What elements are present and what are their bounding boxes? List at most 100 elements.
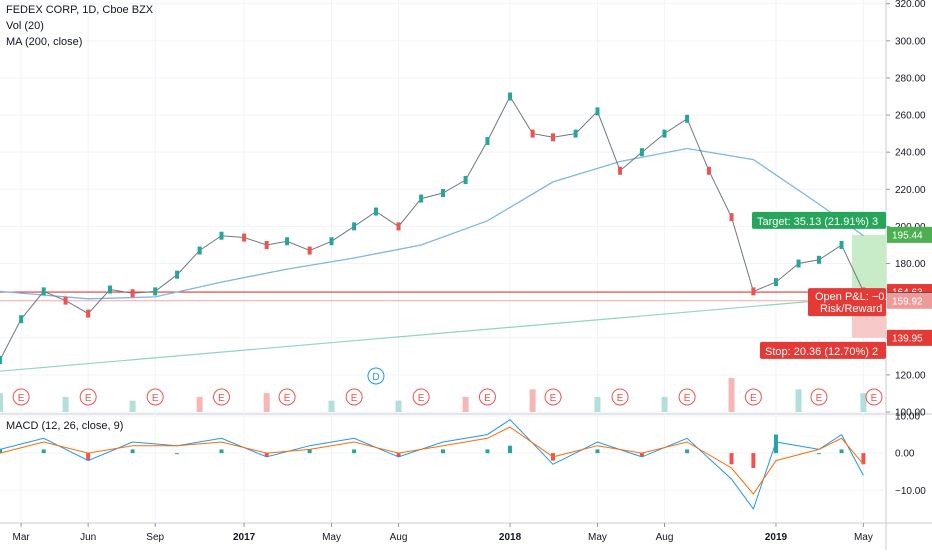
earnings-marker[interactable]: E (678, 388, 696, 406)
earnings-marker[interactable]: E (12, 388, 30, 406)
ma-200-line[interactable] (0, 147, 864, 300)
earnings-marker[interactable]: E (278, 388, 296, 406)
price-candle[interactable] (86, 309, 91, 318)
earnings-marker[interactable]: E (412, 388, 430, 406)
price-tick-label: 100.00 (895, 408, 926, 419)
earnings-circle (478, 388, 496, 406)
price-candle[interactable] (242, 233, 247, 242)
price-tick-label: 320.00 (895, 0, 926, 10)
price-candle[interactable] (373, 207, 378, 216)
position-tool[interactable]: Target: 35.13 (21.91%) 3 Open P&L: −0.Ris… (752, 211, 932, 359)
price-candle[interactable] (329, 237, 334, 246)
price-candle[interactable] (219, 231, 224, 240)
earnings-circle (213, 388, 230, 406)
price-candle[interactable] (773, 278, 778, 287)
earnings-label: E (85, 393, 92, 404)
earnings-marker[interactable]: E (810, 388, 828, 406)
price-candle[interactable] (816, 255, 821, 264)
price-candle[interactable] (508, 92, 513, 101)
macd-histogram-bar (130, 449, 135, 454)
price-candle[interactable] (729, 213, 734, 222)
time-tick-label: May (588, 532, 607, 543)
price-candle[interactable] (463, 176, 468, 185)
stop-label[interactable]: Stop: 20.36 (12.70%) 2 (760, 341, 886, 359)
earnings-marker[interactable]: E (544, 388, 562, 406)
price-candle[interactable] (595, 107, 600, 116)
ma-legend[interactable]: MA (200, close) (6, 36, 83, 48)
earnings-marker[interactable]: E (478, 388, 496, 406)
earnings-circle (79, 388, 97, 406)
price-candle[interactable] (197, 246, 202, 255)
price-tick-label: 220.00 (895, 185, 926, 196)
price-candle[interactable] (441, 189, 445, 198)
target-label[interactable]: Target: 35.13 (21.91%) 3 (752, 211, 886, 229)
price-candle[interactable] (839, 240, 844, 249)
time-tick-label: Jun (80, 532, 96, 543)
event-markers[interactable]: E E E E E E E E E E E E E E D (12, 367, 883, 406)
earnings-marker[interactable]: E (79, 388, 97, 406)
price-candle[interactable] (0, 356, 2, 365)
time-tick-label: Sep (146, 532, 164, 543)
price-candle[interactable] (63, 296, 68, 305)
price-candle[interactable] (352, 222, 357, 231)
price-candle[interactable] (285, 237, 290, 246)
price-candle[interactable] (419, 194, 424, 203)
trendline[interactable] (0, 296, 864, 372)
price-candle[interactable] (751, 287, 756, 296)
earnings-marker[interactable]: E (611, 388, 629, 406)
price-pane[interactable] (0, 92, 886, 372)
macd-histogram-bar (307, 449, 312, 454)
signal-line[interactable] (0, 426, 864, 495)
price-candle[interactable] (41, 287, 46, 296)
volume-bar (462, 396, 469, 412)
price-line[interactable] (0, 95, 864, 361)
macd-histogram-bar (396, 453, 401, 457)
earnings-marker[interactable]: E (744, 388, 762, 406)
price-candle[interactable] (618, 166, 623, 175)
price-tick-label: 280.00 (895, 73, 926, 84)
dividend-circle (367, 367, 385, 385)
earnings-circle (412, 388, 430, 406)
earnings-label: E (816, 393, 823, 404)
earnings-circle (678, 388, 696, 406)
price-candle[interactable] (551, 133, 556, 142)
price-candle[interactable] (19, 315, 24, 324)
macd-line[interactable] (0, 419, 864, 510)
volume-bar (62, 396, 69, 412)
price-candle[interactable] (639, 148, 644, 157)
price-candle[interactable] (264, 240, 269, 249)
earnings-label: E (684, 393, 691, 404)
price-candle[interactable] (175, 270, 180, 279)
price-candle[interactable] (485, 137, 490, 146)
earnings-marker[interactable]: E (345, 388, 363, 406)
dividend-marker[interactable]: D (367, 367, 385, 385)
earnings-marker[interactable]: E (213, 388, 230, 406)
earnings-marker[interactable]: E (146, 388, 164, 406)
price-tag-bg (887, 329, 932, 346)
volume-pane (0, 378, 867, 412)
macd-histogram-bar (441, 449, 445, 454)
earnings-marker[interactable]: E (865, 388, 883, 406)
symbol-legend[interactable]: FEDEX CORP, 1D, Cboe BZX (6, 4, 154, 16)
price-candle[interactable] (530, 129, 535, 138)
price-candle[interactable] (662, 129, 667, 138)
earnings-circle (12, 388, 30, 406)
price-candle[interactable] (153, 287, 158, 296)
price-candle[interactable] (573, 129, 578, 138)
price-candle[interactable] (685, 114, 690, 123)
volume-legend[interactable]: Vol (20) (6, 20, 44, 32)
price-candle[interactable] (706, 166, 711, 175)
price-candle[interactable] (796, 259, 801, 268)
macd-legend[interactable]: MACD (12, 26, close, 9) (6, 420, 124, 432)
price-candle[interactable] (396, 222, 401, 231)
price-candle[interactable] (130, 289, 135, 298)
open-pnl-box[interactable] (808, 288, 886, 317)
volume-bar (263, 393, 270, 412)
price-candle[interactable] (108, 285, 113, 294)
price-candle[interactable] (307, 246, 312, 255)
macd-pane[interactable] (0, 419, 866, 510)
earnings-circle (810, 388, 828, 406)
